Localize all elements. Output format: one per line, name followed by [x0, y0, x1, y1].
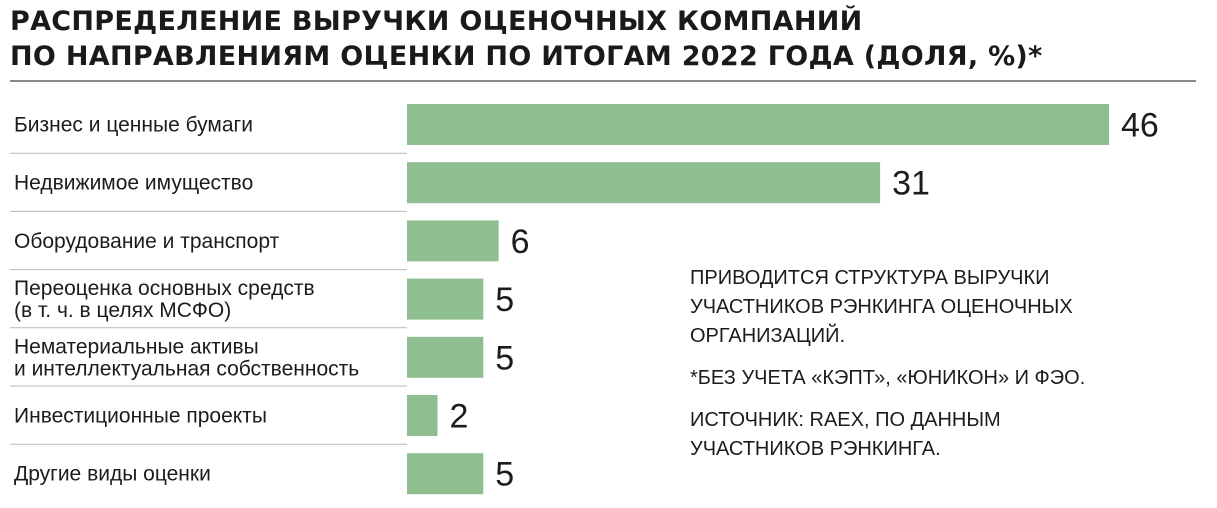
notes-footnote-line: *БЕЗ УЧЕТА «КЭПТ», «ЮНИКОН» И ФЭО.: [690, 367, 1086, 389]
bar: [407, 336, 484, 378]
category-label: (в т. ч. в целях МСФО): [14, 299, 231, 322]
bar: [407, 162, 881, 204]
notes-source-line: УЧАСТНИКОВ РЭНКИНГА.: [690, 438, 941, 460]
chart-title-line-2: ПО НАПРАВЛЕНИЯМ ОЦЕНКИ ПО ИТОГАМ 2022 ГО…: [10, 41, 1043, 72]
bar: [407, 104, 1109, 145]
value-label: 5: [495, 281, 514, 319]
category-label: Бизнес и ценные бумаги: [14, 114, 253, 137]
category-label: Инвестиционные проекты: [14, 405, 267, 428]
notes-source-line: ИСТОЧНИК: RAEX, ПО ДАННЫМ: [690, 409, 1001, 431]
value-label: 46: [1121, 107, 1159, 145]
value-label: 5: [495, 339, 514, 377]
value-label: 2: [450, 398, 469, 436]
category-label: Нематериальные активы: [14, 335, 259, 358]
value-label: 6: [511, 223, 530, 261]
bar: [407, 395, 438, 436]
category-label: Другие виды оценки: [14, 463, 211, 486]
bar: [407, 220, 499, 262]
category-label: Оборудование и транспорт: [14, 230, 280, 253]
notes-description-line: ОРГАНИЗАЦИЙ.: [690, 325, 846, 347]
notes-footnote: *БЕЗ УЧЕТА «КЭПТ», «ЮНИКОН» И ФЭО.: [690, 364, 1190, 393]
category-label: Переоценка основных средств: [14, 277, 315, 300]
category-label: Недвижимое имущество: [14, 172, 253, 195]
chart-notes: ПРИВОДИТСЯ СТРУКТУРА ВЫРУЧКИ УЧАСТНИКОВ …: [690, 264, 1190, 477]
chart-title-line-1: РАСПРЕДЕЛЕНИЕ ВЫРУЧКИ ОЦЕНОЧНЫХ КОМПАНИЙ: [10, 6, 863, 37]
title-divider: [10, 80, 1196, 82]
notes-source: ИСТОЧНИК: RAEX, ПО ДАННЫМ УЧАСТНИКОВ РЭН…: [690, 406, 1190, 464]
notes-description-line: УЧАСТНИКОВ РЭНКИНГА ОЦЕНОЧНЫХ: [690, 296, 1073, 318]
value-label: 31: [892, 165, 930, 203]
value-label: 5: [495, 456, 514, 494]
notes-description: ПРИВОДИТСЯ СТРУКТУРА ВЫРУЧКИ УЧАСТНИКОВ …: [690, 264, 1190, 351]
bar: [407, 278, 484, 320]
notes-description-line: ПРИВОДИТСЯ СТРУКТУРА ВЫРУЧКИ: [690, 267, 1050, 289]
chart-title: РАСПРЕДЕЛЕНИЕ ВЫРУЧКИ ОЦЕНОЧНЫХ КОМПАНИЙ…: [10, 4, 1195, 74]
bar: [407, 453, 484, 495]
category-label: и интеллектуальная собственность: [14, 357, 359, 380]
